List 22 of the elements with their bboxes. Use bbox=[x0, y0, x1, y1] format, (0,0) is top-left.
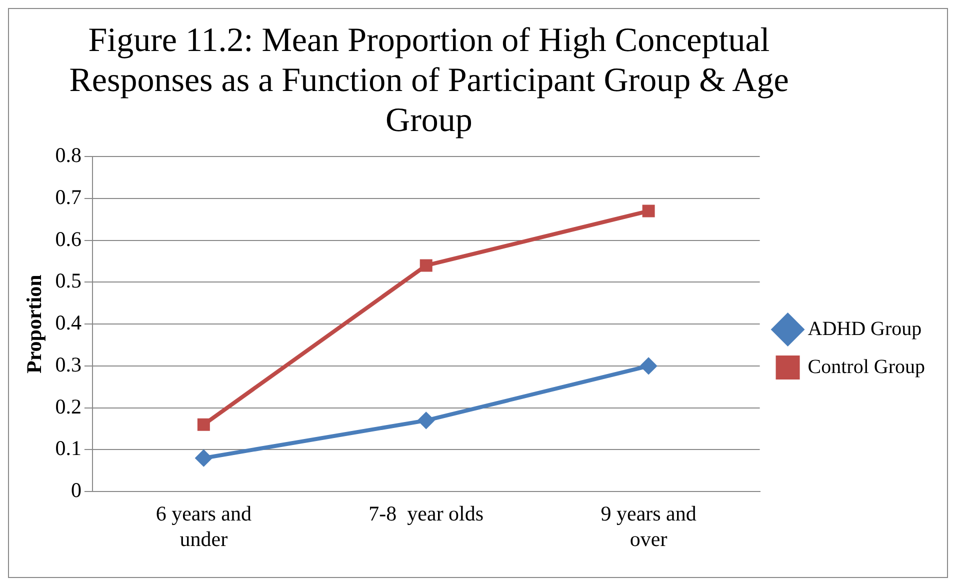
y-axis-title: Proportion bbox=[22, 274, 46, 374]
chart-title: Figure 11.2: Mean Proportion of High Conceptual Responses as a Function of Participant Group & Age Group bbox=[68, 21, 790, 141]
x-tick-label: 6 years and under bbox=[156, 502, 252, 551]
y-tick-label: 0 bbox=[70, 478, 82, 502]
y-tick-label: 0.6 bbox=[55, 226, 82, 251]
point bbox=[418, 412, 434, 428]
legend-label: Control Group bbox=[808, 356, 925, 378]
legend-label: ADHD Group bbox=[808, 318, 922, 340]
y-tick-label: 0.1 bbox=[55, 436, 82, 460]
point bbox=[197, 418, 210, 431]
y-tick-label: 0.8 bbox=[55, 143, 82, 168]
y-tick-label: 0.4 bbox=[55, 310, 82, 335]
y-tick-label: 0.3 bbox=[55, 352, 82, 376]
y-tick-label: 0.5 bbox=[55, 268, 82, 293]
y-tick-label: 0.7 bbox=[55, 184, 82, 209]
point bbox=[642, 204, 655, 218]
point bbox=[420, 259, 432, 272]
x-tick-label: 7-8 year olds bbox=[368, 502, 484, 526]
x-tick-label: 9 years and over bbox=[600, 502, 697, 551]
point bbox=[640, 358, 657, 374]
point bbox=[196, 450, 212, 466]
y-tick-label: 0.2 bbox=[55, 394, 82, 418]
